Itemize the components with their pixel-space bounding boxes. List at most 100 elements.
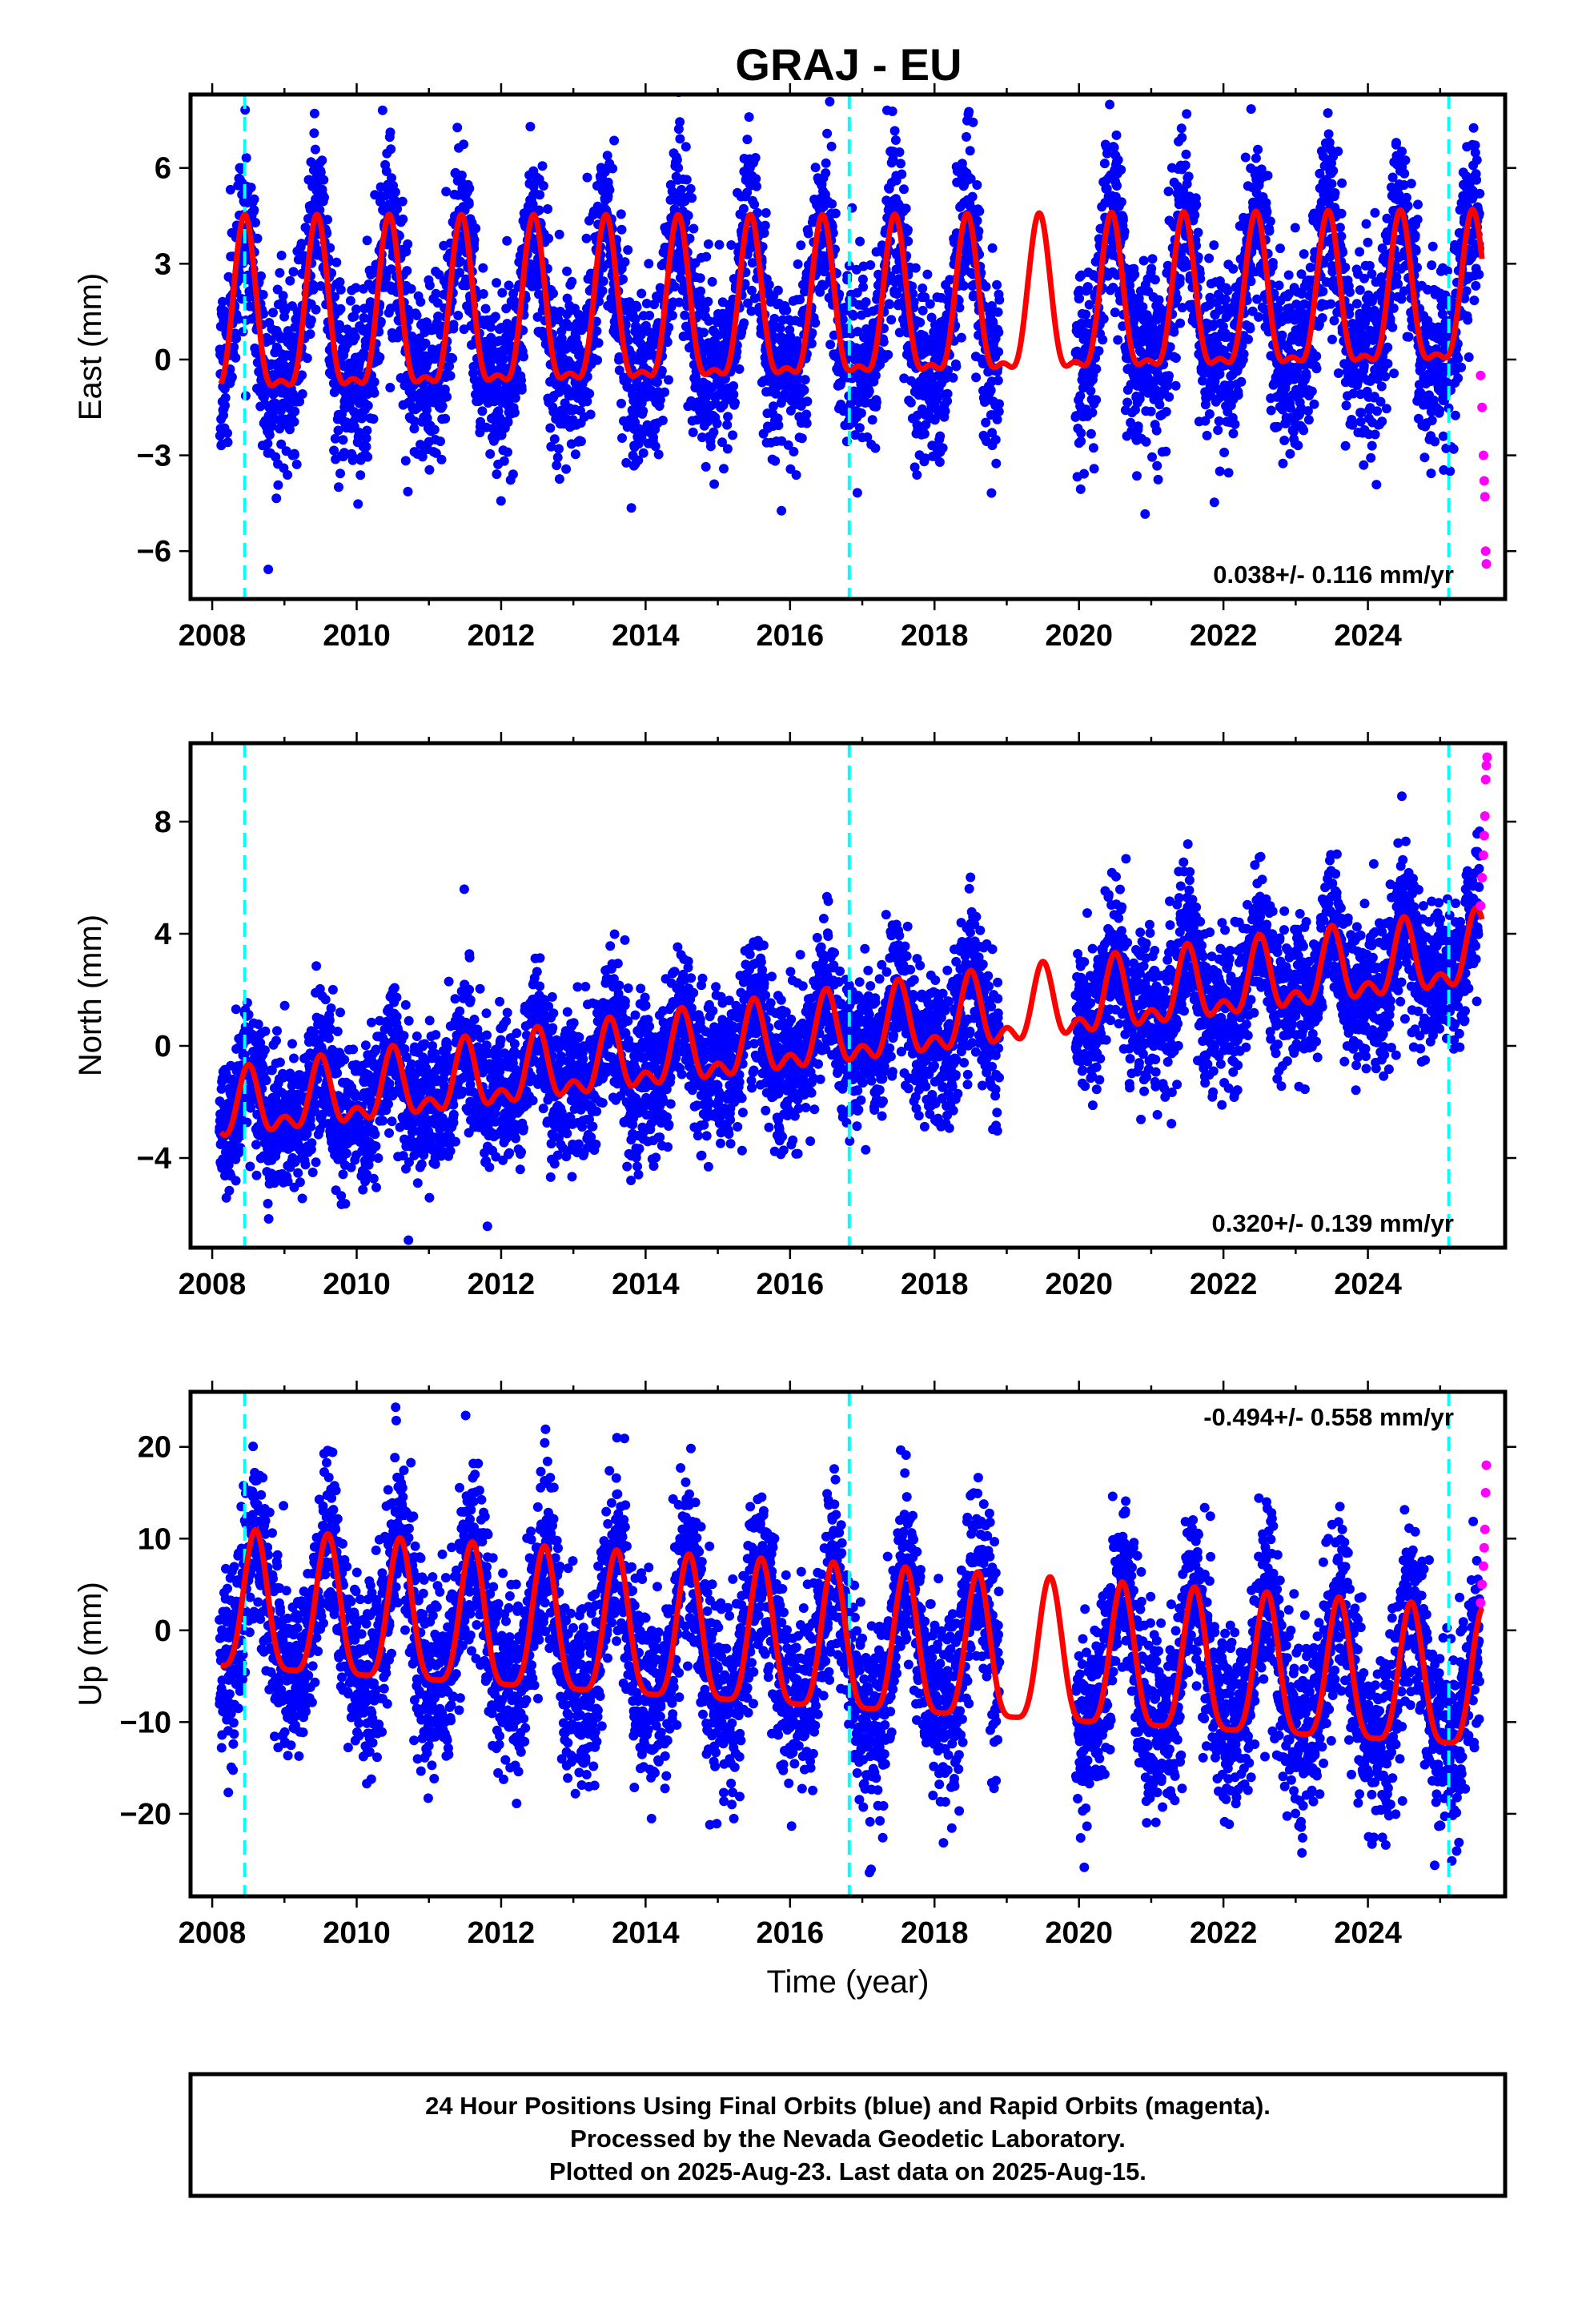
- final-orbit-point: [464, 183, 475, 194]
- final-orbit-point: [436, 454, 447, 464]
- final-orbit-point: [361, 441, 371, 452]
- final-orbit-point: [567, 276, 577, 287]
- final-orbit-point: [856, 408, 866, 418]
- final-orbit-point: [310, 144, 320, 155]
- final-orbit-point: [974, 206, 985, 216]
- final-orbit-point: [319, 175, 329, 185]
- final-orbit-point: [958, 280, 969, 291]
- final-orbit-point: [760, 220, 770, 231]
- final-orbit-point: [636, 288, 647, 299]
- final-orbit-point: [749, 199, 760, 210]
- final-orbit-point: [1327, 179, 1337, 189]
- final-orbit-point: [992, 414, 1002, 424]
- final-orbit-point: [1290, 223, 1300, 233]
- final-orbit-point: [1330, 188, 1340, 198]
- final-orbit-point: [1266, 405, 1276, 416]
- final-orbit-point: [1161, 446, 1171, 456]
- final-orbit-point: [535, 190, 545, 200]
- final-orbit-point: [830, 208, 841, 219]
- final-orbit-point: [440, 384, 450, 395]
- final-orbit-point: [867, 415, 877, 425]
- final-orbit-point: [775, 324, 785, 333]
- final-orbit-point: [781, 305, 792, 316]
- final-orbit-point: [1228, 263, 1239, 274]
- final-orbit-point: [440, 413, 451, 424]
- final-orbit-point: [308, 284, 319, 295]
- final-orbit-point: [1299, 249, 1309, 259]
- final-orbit-point: [1152, 460, 1162, 471]
- final-orbit-point: [246, 183, 256, 193]
- final-orbit-point: [280, 305, 291, 316]
- final-orbit-point: [770, 456, 781, 466]
- final-orbit-point: [456, 171, 467, 180]
- final-orbit-point: [290, 406, 300, 416]
- final-orbit-point: [791, 470, 801, 480]
- final-orbit-point: [271, 493, 282, 504]
- final-orbit-point: [436, 436, 445, 447]
- final-orbit-point: [469, 235, 480, 245]
- final-orbit-point: [1180, 160, 1191, 171]
- final-orbit-point: [1251, 153, 1261, 163]
- final-orbit-point: [729, 389, 739, 400]
- final-orbit-point: [382, 190, 392, 200]
- final-orbit-point: [644, 311, 655, 320]
- final-orbit-point: [459, 324, 469, 335]
- final-orbit-point: [657, 416, 668, 425]
- final-orbit-point: [604, 185, 615, 195]
- final-orbit-point: [1177, 132, 1187, 143]
- final-orbit-point: [406, 283, 416, 294]
- final-orbit-point: [1118, 215, 1128, 225]
- final-orbit-point: [1299, 425, 1309, 436]
- final-orbit-point: [375, 316, 386, 327]
- final-orbit-point: [335, 277, 345, 287]
- final-orbit-point: [712, 418, 722, 428]
- final-orbit-point: [1113, 155, 1123, 165]
- final-orbit-point: [1279, 436, 1290, 445]
- final-orbit-point: [728, 430, 738, 440]
- final-orbit-point: [315, 281, 326, 292]
- final-orbit-point: [854, 423, 865, 433]
- final-orbit-point: [480, 304, 491, 314]
- final-orbit-point: [1094, 346, 1104, 356]
- final-orbit-point: [263, 438, 273, 448]
- final-orbit-point: [738, 203, 749, 214]
- final-orbit-point: [739, 318, 749, 328]
- final-orbit-point: [797, 433, 807, 444]
- final-orbit-point: [433, 312, 444, 321]
- final-orbit-point: [554, 229, 564, 239]
- final-orbit-point: [687, 193, 697, 203]
- final-orbit-point: [501, 304, 512, 314]
- final-orbit-point: [769, 313, 780, 324]
- final-orbit-point: [1240, 152, 1251, 163]
- final-orbit-point: [403, 239, 413, 249]
- final-orbit-point: [1146, 406, 1156, 416]
- final-orbit-point: [942, 388, 953, 399]
- final-orbit-point: [722, 420, 733, 430]
- final-orbit-point: [225, 184, 235, 195]
- final-orbit-point: [268, 308, 278, 318]
- final-orbit-point: [1110, 308, 1120, 318]
- final-orbit-point: [442, 392, 452, 402]
- final-orbit-point: [827, 199, 837, 209]
- final-orbit-point: [729, 381, 739, 391]
- final-orbit-point: [471, 223, 481, 234]
- final-orbit-point: [915, 317, 926, 328]
- final-orbit-point: [1086, 428, 1096, 439]
- final-orbit-point: [231, 333, 242, 344]
- final-orbit-point: [821, 158, 831, 168]
- final-orbit-point: [722, 444, 733, 454]
- final-orbit-point: [335, 468, 345, 479]
- final-orbit-point: [773, 420, 784, 431]
- final-orbit-point: [351, 283, 361, 293]
- final-orbit-point: [919, 428, 930, 439]
- final-orbit-point: [297, 389, 307, 399]
- final-orbit-point: [826, 141, 837, 151]
- final-orbit-point: [223, 437, 233, 448]
- final-orbit-point: [1245, 324, 1255, 334]
- final-orbit-point: [218, 296, 227, 307]
- final-orbit-point: [504, 333, 515, 344]
- final-orbit-point: [858, 282, 869, 292]
- final-orbit-point: [664, 375, 673, 385]
- final-orbit-point: [594, 296, 604, 307]
- final-orbit-point: [1079, 468, 1089, 479]
